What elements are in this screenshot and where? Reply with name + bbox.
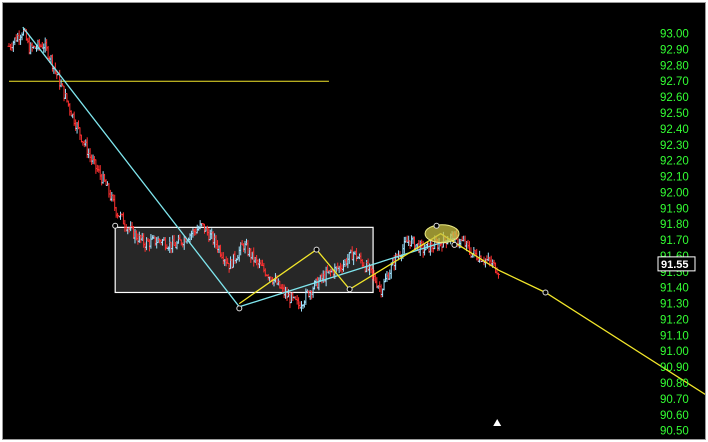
y-tick-label: 91.80 bbox=[660, 219, 689, 231]
y-tick-label: 90.50 bbox=[660, 426, 689, 438]
y-tick-label: 92.90 bbox=[660, 44, 689, 56]
y-tick-label: 91.10 bbox=[660, 330, 689, 342]
y-tick-label: 92.20 bbox=[660, 156, 689, 168]
y-tick-label: 91.70 bbox=[660, 235, 689, 247]
price-chart[interactable]: 93.00 92.90 92.80 92.70 92.60 92.50 92.40 92.30… bbox=[3, 3, 705, 439]
y-tick-label: 91.90 bbox=[660, 203, 689, 215]
anchor-handle bbox=[433, 222, 440, 229]
trend-line-1 bbox=[22, 26, 240, 308]
y-tick-label: 91.30 bbox=[660, 299, 689, 311]
last-price-box bbox=[657, 256, 696, 272]
y-tick-label: 90.80 bbox=[660, 378, 689, 390]
y-tick-label: 90.90 bbox=[660, 362, 689, 374]
anchor-handle bbox=[542, 289, 549, 296]
y-tick-label: 92.00 bbox=[660, 187, 689, 199]
y-tick-label: 92.50 bbox=[660, 108, 689, 120]
anchor-handle bbox=[313, 246, 320, 253]
y-tick-label: 92.40 bbox=[660, 124, 689, 136]
y-tick-label: 92.60 bbox=[660, 92, 689, 104]
y-tick-label: 91.00 bbox=[660, 346, 689, 358]
y-tick-label: 93.00 bbox=[660, 29, 689, 41]
y-tick-label: 92.10 bbox=[660, 172, 689, 184]
y-axis: 93.00 92.90 92.80 92.70 92.60 92.50 92.40 92.30… bbox=[660, 29, 689, 438]
time-marker-triangle bbox=[493, 419, 502, 426]
y-tick-label: 91.20 bbox=[660, 314, 689, 326]
last-price-label: 91.55 bbox=[661, 259, 689, 271]
anchor-handle bbox=[346, 286, 353, 293]
trend-line-2 bbox=[239, 237, 455, 308]
y-tick-label: 92.30 bbox=[660, 140, 689, 152]
price-bars bbox=[7, 27, 500, 312]
anchor-handle bbox=[112, 222, 119, 229]
y-tick-label: 92.70 bbox=[660, 76, 689, 88]
y-tick-label: 90.60 bbox=[660, 410, 689, 422]
anchor-handle bbox=[236, 305, 243, 312]
y-tick-label: 91.40 bbox=[660, 283, 689, 295]
anchor-handle bbox=[451, 241, 458, 248]
highlight-ellipse bbox=[424, 224, 460, 244]
y-tick-label: 92.80 bbox=[660, 60, 689, 72]
y-tick-label: 90.70 bbox=[660, 394, 689, 406]
